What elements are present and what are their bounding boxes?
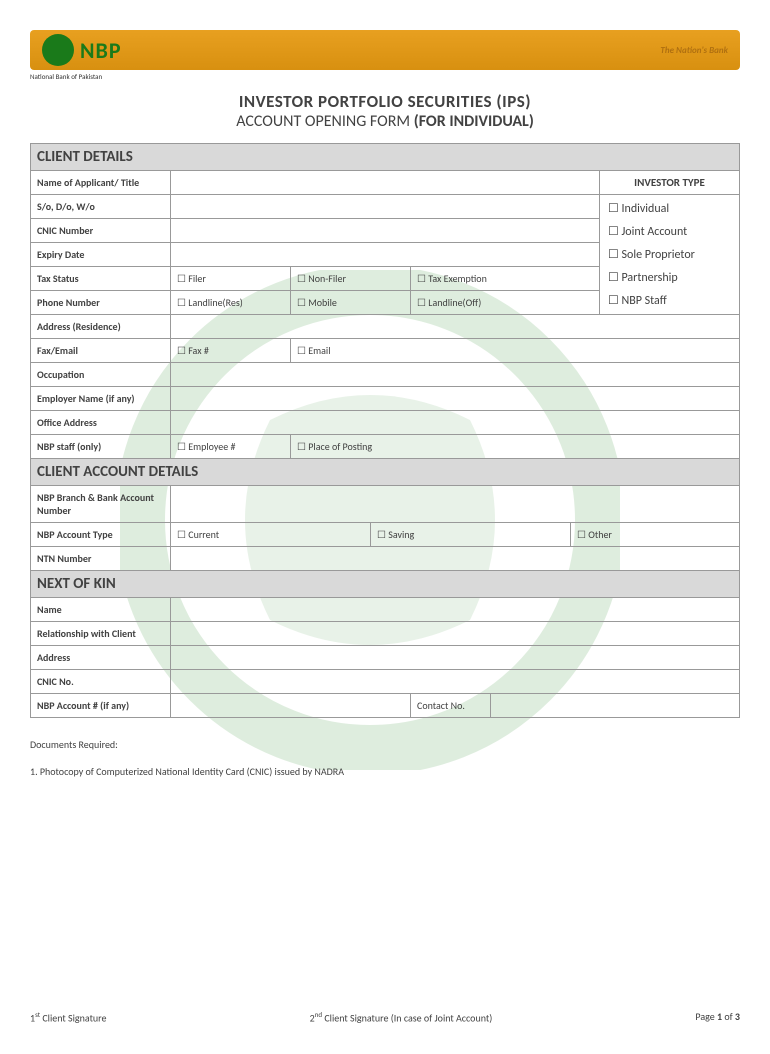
tax-exemption[interactable]: Tax Exemption [417, 272, 487, 285]
kin-relation-label: Relationship with Client [31, 622, 171, 646]
employer-field[interactable] [171, 387, 740, 411]
investor-sole[interactable]: Sole Proprietor [608, 247, 695, 262]
investor-joint[interactable]: Joint Account [608, 224, 687, 239]
kin-account-field[interactable] [171, 694, 411, 718]
tax-filer[interactable]: Filer [177, 272, 206, 285]
acct-saving[interactable]: Saving [377, 528, 414, 541]
title-block: INVESTOR PORTFOLIO SECURITIES (IPS) ACCO… [30, 91, 740, 131]
address-field[interactable] [171, 315, 740, 339]
so-label: S/o, D/o, W/o [31, 195, 171, 219]
section-client-details: CLIENT DETAILS [30, 143, 740, 170]
phone-landline-res[interactable]: Landline(Res) [177, 296, 243, 309]
title-line1: INVESTOR PORTFOLIO SECURITIES (IPS) [30, 91, 740, 112]
ntn-label: NTN Number [31, 547, 171, 571]
ntn-field[interactable] [171, 547, 740, 571]
docs-item1: 1. Photocopy of Computerized National Id… [30, 765, 740, 778]
section-next-of-kin: NEXT OF KIN [30, 571, 740, 597]
fax-check[interactable]: Fax # [177, 344, 209, 357]
kin-address-label: Address [31, 646, 171, 670]
tagline: The Nation's Bank [660, 45, 728, 56]
acct-current[interactable]: Current [177, 528, 219, 541]
logo-text: NBP [80, 37, 122, 64]
occupation-field[interactable] [171, 363, 740, 387]
kin-relation-field[interactable] [171, 622, 740, 646]
next-of-kin-table: Name Relationship with Client Address CN… [30, 597, 740, 718]
email-check[interactable]: Email [297, 344, 331, 357]
expiry-label: Expiry Date [31, 243, 171, 267]
address-label: Address (Residence) [31, 315, 171, 339]
branch-label: NBP Branch & Bank Account Number [31, 486, 171, 523]
acct-type-label: NBP Account Type [31, 523, 171, 547]
office-label: Office Address [31, 411, 171, 435]
tax-nonfiler[interactable]: Non-Filer [297, 272, 346, 285]
occupation-label: Occupation [31, 363, 171, 387]
logo-subtitle: National Bank of Pakistan [30, 72, 740, 81]
kin-name-label: Name [31, 598, 171, 622]
client-details-table: Name of Applicant/ Title INVESTOR TYPE S… [30, 170, 740, 459]
signature-2: 2nd Client Signature (In case of Joint A… [310, 1010, 493, 1024]
footer: 1st Client Signature 2nd Client Signatur… [30, 1010, 740, 1024]
kin-contact-label: Contact No. [411, 694, 491, 718]
header-banner: NBP The Nation's Bank [30, 30, 740, 70]
staff-label: NBP staff (only) [31, 435, 171, 459]
signature-1: 1st Client Signature [30, 1010, 107, 1024]
tax-label: Tax Status [31, 267, 171, 291]
kin-contact-field[interactable] [491, 694, 740, 718]
kin-cnic-label: CNIC No. [31, 670, 171, 694]
investor-type-options: Individual Joint Account Sole Proprietor… [600, 195, 740, 315]
kin-name-field[interactable] [171, 598, 740, 622]
branch-field[interactable] [171, 486, 740, 523]
name-field[interactable] [171, 171, 600, 195]
section-account-details: CLIENT ACCOUNT DETAILS [30, 459, 740, 485]
logo: NBP [42, 34, 122, 66]
investor-staff[interactable]: NBP Staff [608, 293, 667, 308]
so-field[interactable] [171, 195, 600, 219]
phone-label: Phone Number [31, 291, 171, 315]
kin-address-field[interactable] [171, 646, 740, 670]
acct-other[interactable]: Other [577, 528, 612, 541]
expiry-field[interactable] [171, 243, 600, 267]
staff-posting[interactable]: Place of Posting [297, 440, 372, 453]
docs-heading: Documents Required: [30, 738, 740, 751]
fax-label: Fax/Email [31, 339, 171, 363]
office-field[interactable] [171, 411, 740, 435]
cnic-field[interactable] [171, 219, 600, 243]
staff-emp[interactable]: Employee # [177, 440, 235, 453]
documents-required: Documents Required: 1. Photocopy of Comp… [30, 738, 740, 778]
employer-label: Employer Name (if any) [31, 387, 171, 411]
account-details-table: NBP Branch & Bank Account Number NBP Acc… [30, 485, 740, 571]
name-label: Name of Applicant/ Title [31, 171, 171, 195]
investor-partnership[interactable]: Partnership [608, 270, 678, 285]
investor-type-header: INVESTOR TYPE [600, 171, 740, 195]
investor-individual[interactable]: Individual [608, 201, 669, 216]
phone-mobile[interactable]: Mobile [297, 296, 337, 309]
title-line2: ACCOUNT OPENING FORM (FOR INDIVIDUAL) [30, 112, 740, 131]
cnic-label: CNIC Number [31, 219, 171, 243]
phone-landline-off[interactable]: Landline(Off) [417, 296, 481, 309]
logo-icon [42, 34, 74, 66]
kin-account-label: NBP Account # (if any) [31, 694, 171, 718]
kin-cnic-field[interactable] [171, 670, 740, 694]
page-number: Page 1 of 3 [695, 1010, 740, 1024]
